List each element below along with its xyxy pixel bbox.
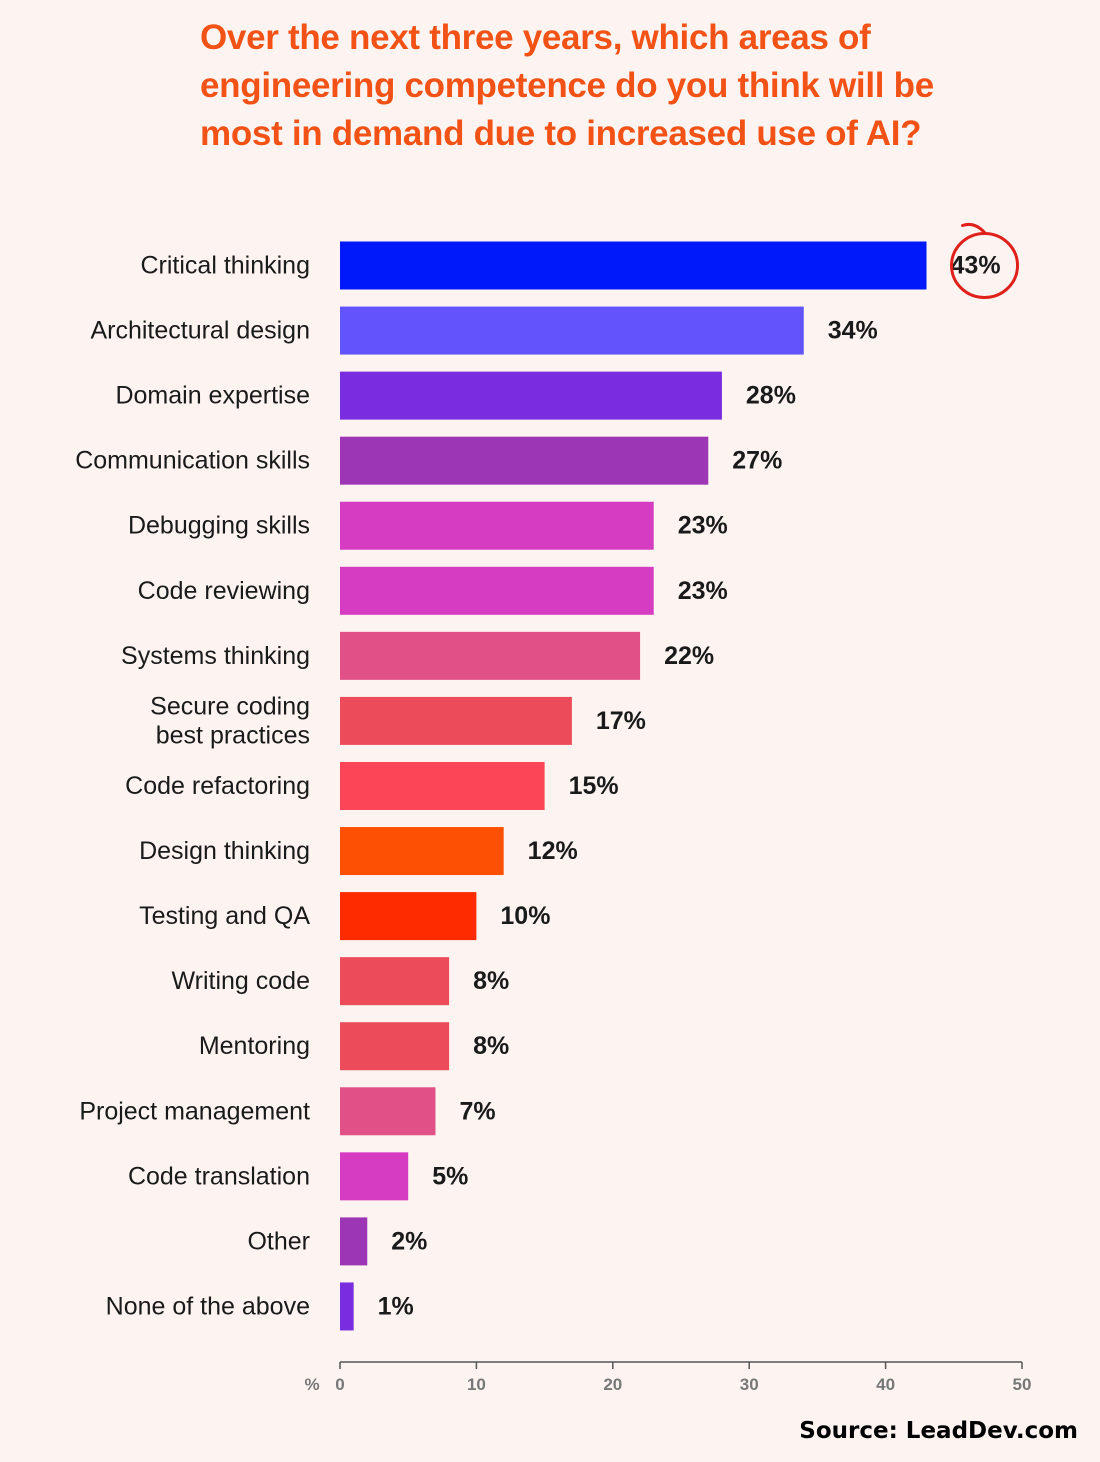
value-label: 23% bbox=[678, 512, 728, 540]
x-tick-label: 50 bbox=[1013, 1375, 1032, 1394]
value-label: 34% bbox=[828, 317, 878, 345]
category-label: Mentoring bbox=[199, 1032, 310, 1060]
bar bbox=[340, 306, 804, 355]
value-label: 15% bbox=[569, 772, 619, 800]
category-label: Other bbox=[247, 1227, 310, 1255]
category-label: Code refactoring bbox=[125, 772, 310, 800]
value-label: 17% bbox=[596, 707, 646, 735]
value-label: 23% bbox=[678, 577, 728, 605]
x-tick-label: 30 bbox=[740, 1375, 759, 1394]
bar bbox=[340, 892, 477, 941]
value-label: 22% bbox=[664, 642, 714, 670]
bar bbox=[340, 371, 722, 420]
bar bbox=[340, 1282, 354, 1331]
bar bbox=[340, 957, 450, 1006]
bar bbox=[340, 1022, 450, 1071]
category-label: Code translation bbox=[128, 1162, 310, 1190]
x-tick-label: 10 bbox=[467, 1375, 486, 1394]
category-label: Project management bbox=[79, 1097, 310, 1125]
bar bbox=[340, 631, 641, 680]
category-label: Domain expertise bbox=[115, 382, 310, 410]
chart-title-line: engineering competence do you think will… bbox=[200, 66, 934, 105]
bar bbox=[340, 436, 709, 485]
x-axis-label: % bbox=[304, 1375, 319, 1394]
bar bbox=[340, 241, 927, 290]
value-label: 12% bbox=[528, 837, 578, 865]
category-label: None of the above bbox=[106, 1292, 310, 1320]
value-label: 2% bbox=[391, 1227, 427, 1255]
bar bbox=[340, 566, 654, 615]
value-label: 27% bbox=[732, 447, 782, 475]
bar bbox=[340, 696, 572, 745]
category-label: Critical thinking bbox=[140, 252, 310, 280]
category-label: Writing code bbox=[172, 967, 311, 995]
value-label: 43% bbox=[951, 252, 1001, 280]
category-label: Testing and QA bbox=[139, 902, 310, 930]
value-label: 28% bbox=[746, 382, 796, 410]
category-label: Architectural design bbox=[90, 317, 310, 345]
value-label: 7% bbox=[459, 1097, 495, 1125]
bar bbox=[340, 827, 504, 876]
x-tick-label: 40 bbox=[876, 1375, 895, 1394]
value-label: 10% bbox=[500, 902, 550, 930]
chart-title-line: most in demand due to increased use of A… bbox=[200, 114, 922, 153]
value-label: 8% bbox=[473, 967, 509, 995]
bar bbox=[340, 1152, 409, 1201]
category-label: Code reviewing bbox=[138, 577, 310, 605]
bar bbox=[340, 761, 545, 810]
x-tick-label: 0 bbox=[335, 1375, 344, 1394]
value-label: 8% bbox=[473, 1032, 509, 1060]
category-label: Secure coding bbox=[150, 692, 310, 720]
chart-title: Over the next three years, which areas o… bbox=[200, 14, 1060, 158]
bar bbox=[340, 1087, 436, 1136]
value-label: 1% bbox=[378, 1292, 414, 1320]
value-label: 5% bbox=[432, 1162, 468, 1190]
bar bbox=[340, 1217, 368, 1266]
highlight-circle-tail bbox=[961, 222, 987, 234]
category-label: Debugging skills bbox=[128, 512, 310, 540]
chart-title-line: Over the next three years, which areas o… bbox=[200, 18, 871, 57]
category-label: Communication skills bbox=[75, 447, 310, 475]
category-label: Design thinking bbox=[139, 837, 310, 865]
category-label: best practices bbox=[156, 721, 310, 749]
category-label: Systems thinking bbox=[121, 642, 310, 670]
bar bbox=[340, 501, 654, 550]
x-tick-label: 20 bbox=[603, 1375, 622, 1394]
source-credit: Source: LeadDev.com bbox=[799, 1418, 1078, 1444]
